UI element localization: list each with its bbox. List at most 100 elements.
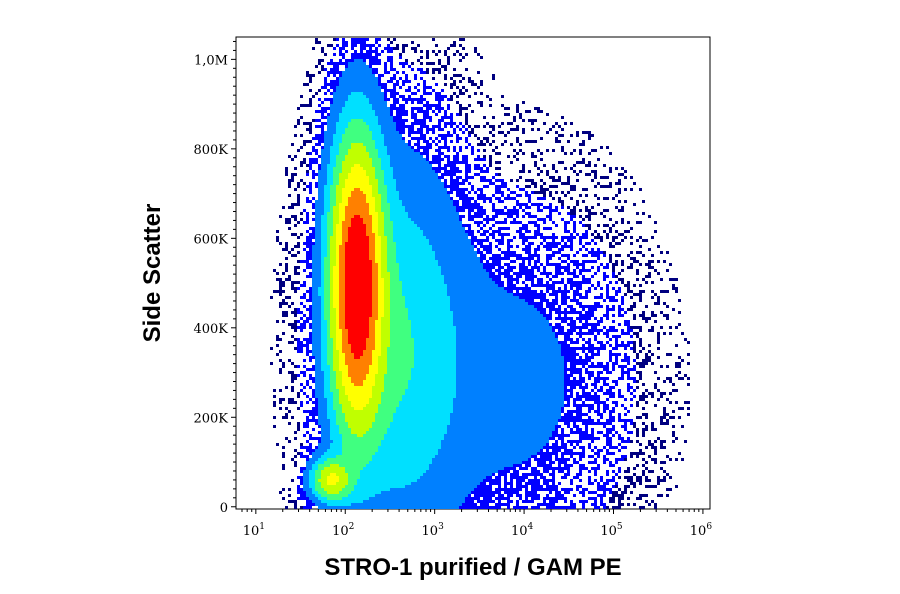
density-cell — [339, 221, 342, 224]
density-cell — [297, 194, 300, 197]
density-cell — [369, 86, 372, 89]
density-cell — [342, 449, 345, 452]
density-cell — [369, 380, 372, 383]
density-cell — [357, 107, 360, 110]
density-cell — [366, 473, 369, 476]
density-cell — [330, 350, 333, 353]
density-cell — [399, 485, 402, 488]
density-cell — [279, 278, 282, 281]
density-cell — [357, 203, 360, 206]
density-cell — [315, 371, 318, 374]
density-cell — [390, 65, 393, 68]
density-cell — [399, 143, 402, 146]
density-cell — [363, 239, 366, 242]
density-cell — [327, 365, 330, 368]
density-cell — [378, 365, 381, 368]
density-cell — [309, 350, 312, 353]
density-cell — [330, 44, 333, 47]
density-cell — [375, 230, 378, 233]
density-cell — [306, 260, 309, 263]
density-cell — [354, 317, 357, 320]
density-cell — [345, 167, 348, 170]
density-cell — [402, 329, 405, 332]
density-cell — [402, 323, 405, 326]
density-cell — [357, 89, 360, 92]
density-cell — [360, 281, 363, 284]
density-cell — [348, 134, 351, 137]
density-cell — [342, 86, 345, 89]
density-cell — [354, 110, 357, 113]
density-cell — [318, 398, 321, 401]
density-cell — [363, 152, 366, 155]
density-cell — [366, 152, 369, 155]
density-cell — [381, 191, 384, 194]
density-cell — [345, 245, 348, 248]
density-cell — [321, 401, 324, 404]
density-cell — [327, 422, 330, 425]
density-cell — [309, 89, 312, 92]
density-cell — [369, 275, 372, 278]
density-cell — [351, 98, 354, 101]
density-cell — [321, 425, 324, 428]
density-cell — [300, 470, 303, 473]
density-cell — [366, 158, 369, 161]
density-cell — [327, 314, 330, 317]
density-cell — [375, 191, 378, 194]
density-cell — [393, 263, 396, 266]
density-cell — [321, 335, 324, 338]
density-cell — [363, 173, 366, 176]
density-cell — [354, 338, 357, 341]
density-cell — [321, 149, 324, 152]
density-cell — [366, 125, 369, 128]
density-cell — [396, 236, 399, 239]
density-cell — [324, 194, 327, 197]
density-cell — [378, 170, 381, 173]
density-cell — [324, 461, 327, 464]
density-cell — [330, 221, 333, 224]
density-cell — [378, 137, 381, 140]
density-cell — [381, 431, 384, 434]
density-cell — [384, 476, 387, 479]
density-cell — [399, 284, 402, 287]
density-cell — [348, 122, 351, 125]
density-cell — [315, 482, 318, 485]
density-cell — [357, 377, 360, 380]
density-cell — [345, 104, 348, 107]
density-cell — [303, 293, 306, 296]
density-cell — [315, 335, 318, 338]
density-cell — [318, 272, 321, 275]
density-cell — [363, 383, 366, 386]
density-cell — [342, 410, 345, 413]
density-cell — [402, 356, 405, 359]
density-cell — [378, 257, 381, 260]
density-cell — [390, 275, 393, 278]
density-cell — [396, 218, 399, 221]
density-cell — [297, 308, 300, 311]
density-cell — [384, 425, 387, 428]
density-cell — [324, 158, 327, 161]
density-cell — [330, 383, 333, 386]
density-cell — [321, 416, 324, 419]
density-cell — [354, 332, 357, 335]
density-cell — [345, 215, 348, 218]
density-cell — [366, 290, 369, 293]
density-cell — [312, 380, 315, 383]
density-cell — [354, 167, 357, 170]
density-cell — [309, 368, 312, 371]
density-cell — [342, 269, 345, 272]
density-cell — [348, 170, 351, 173]
density-cell — [315, 260, 318, 263]
density-cell — [354, 353, 357, 356]
density-cell — [369, 50, 372, 53]
density-cell — [333, 428, 336, 431]
density-cell — [381, 383, 384, 386]
density-cell — [342, 227, 345, 230]
density-cell — [291, 302, 294, 305]
density-cell — [318, 155, 321, 158]
density-cell — [303, 425, 306, 428]
density-cell — [357, 323, 360, 326]
density-cell — [390, 407, 393, 410]
density-cell — [366, 173, 369, 176]
density-cell — [354, 431, 357, 434]
density-cell — [393, 455, 396, 458]
